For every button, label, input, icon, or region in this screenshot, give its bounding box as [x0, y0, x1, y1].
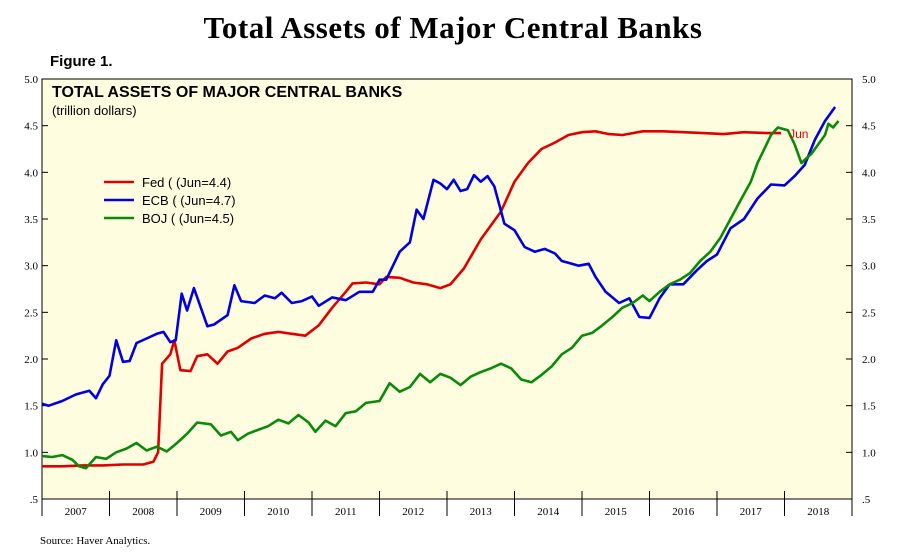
plot-area	[41, 78, 853, 500]
legend-label: Fed ( (Jun=4.4)	[142, 175, 231, 190]
x-axis-ticks: 2007 2008 2009 2010 2011 2012 2013 2014 2015 2016…	[41, 491, 853, 518]
y-tick-label-right: 1.0	[862, 447, 876, 459]
x-tick-label: 2014	[537, 506, 560, 518]
legend-label: ECB ( (Jun=4.7)	[142, 193, 236, 208]
x-tick-label: 2007	[65, 506, 88, 518]
x-tick-label: 2018	[807, 506, 830, 518]
y-tick-label-left: 1.0	[24, 447, 38, 459]
page-title: Total Assets of Major Central Banks	[203, 10, 703, 45]
chart-title: TOTAL ASSETS OF MAJOR CENTRAL BANKS	[52, 84, 403, 101]
y-tick-label-left: .5	[30, 494, 39, 506]
y-tick-label-right: 4.0	[862, 167, 876, 179]
legend-label: BOJ ( (Jun=4.5)	[142, 211, 234, 226]
x-tick-label: 2013	[470, 506, 493, 518]
right-axis-ticks: .5 1.0 1.5 2.0 2.5 3.0 3.5 4.0 4.5 5.0	[846, 74, 876, 506]
y-tick-label-left: 3.0	[24, 261, 38, 273]
y-tick-label-left: 3.5	[24, 214, 38, 226]
x-tick-label: 2011	[335, 506, 357, 518]
series-layer	[41, 106, 840, 470]
x-tick-label: 2016	[672, 506, 695, 518]
x-tick-label: 2010	[267, 506, 290, 518]
figure-label: Figure 1.	[50, 53, 113, 70]
jun-annotation: Jun	[789, 127, 808, 141]
x-tick-label: 2017	[740, 506, 763, 518]
x-tick-label: 2009	[200, 506, 223, 518]
y-tick-label-left: 5.0	[24, 74, 38, 86]
x-tick-label: 2015	[605, 506, 628, 518]
series-line-fed	[42, 130, 782, 468]
left-axis-ticks: .5 1.0 1.5 2.0 2.5 3.0 3.5 4.0 4.5 5.0	[24, 74, 48, 506]
y-tick-label-right: 2.0	[862, 354, 876, 366]
x-tick-label: 2012	[402, 506, 424, 518]
y-tick-label-right: 2.5	[862, 307, 876, 319]
y-tick-label-right: 1.5	[862, 401, 876, 413]
y-tick-label-left: 1.5	[24, 401, 38, 413]
legend: Fed ( (Jun=4.4) ECB ( (Jun=4.7) BOJ ( (Jun…	[104, 175, 236, 226]
y-tick-label-left: 2.0	[24, 354, 38, 366]
y-tick-label-left: 2.5	[24, 307, 38, 319]
y-tick-label-right: .5	[862, 494, 871, 506]
source-note: Source: Haver Analytics.	[40, 535, 151, 547]
chart-subtitle: (trillion dollars)	[52, 103, 137, 118]
y-tick-label-right: 4.5	[862, 121, 876, 133]
y-tick-label-right: 3.5	[862, 214, 876, 226]
y-tick-label-right: 3.0	[862, 261, 876, 273]
y-tick-label-left: 4.0	[24, 167, 38, 179]
y-tick-label-right: 5.0	[862, 74, 876, 86]
y-tick-label-left: 4.5	[24, 121, 38, 133]
x-tick-label: 2008	[132, 506, 155, 518]
series-line-boj	[41, 120, 840, 470]
